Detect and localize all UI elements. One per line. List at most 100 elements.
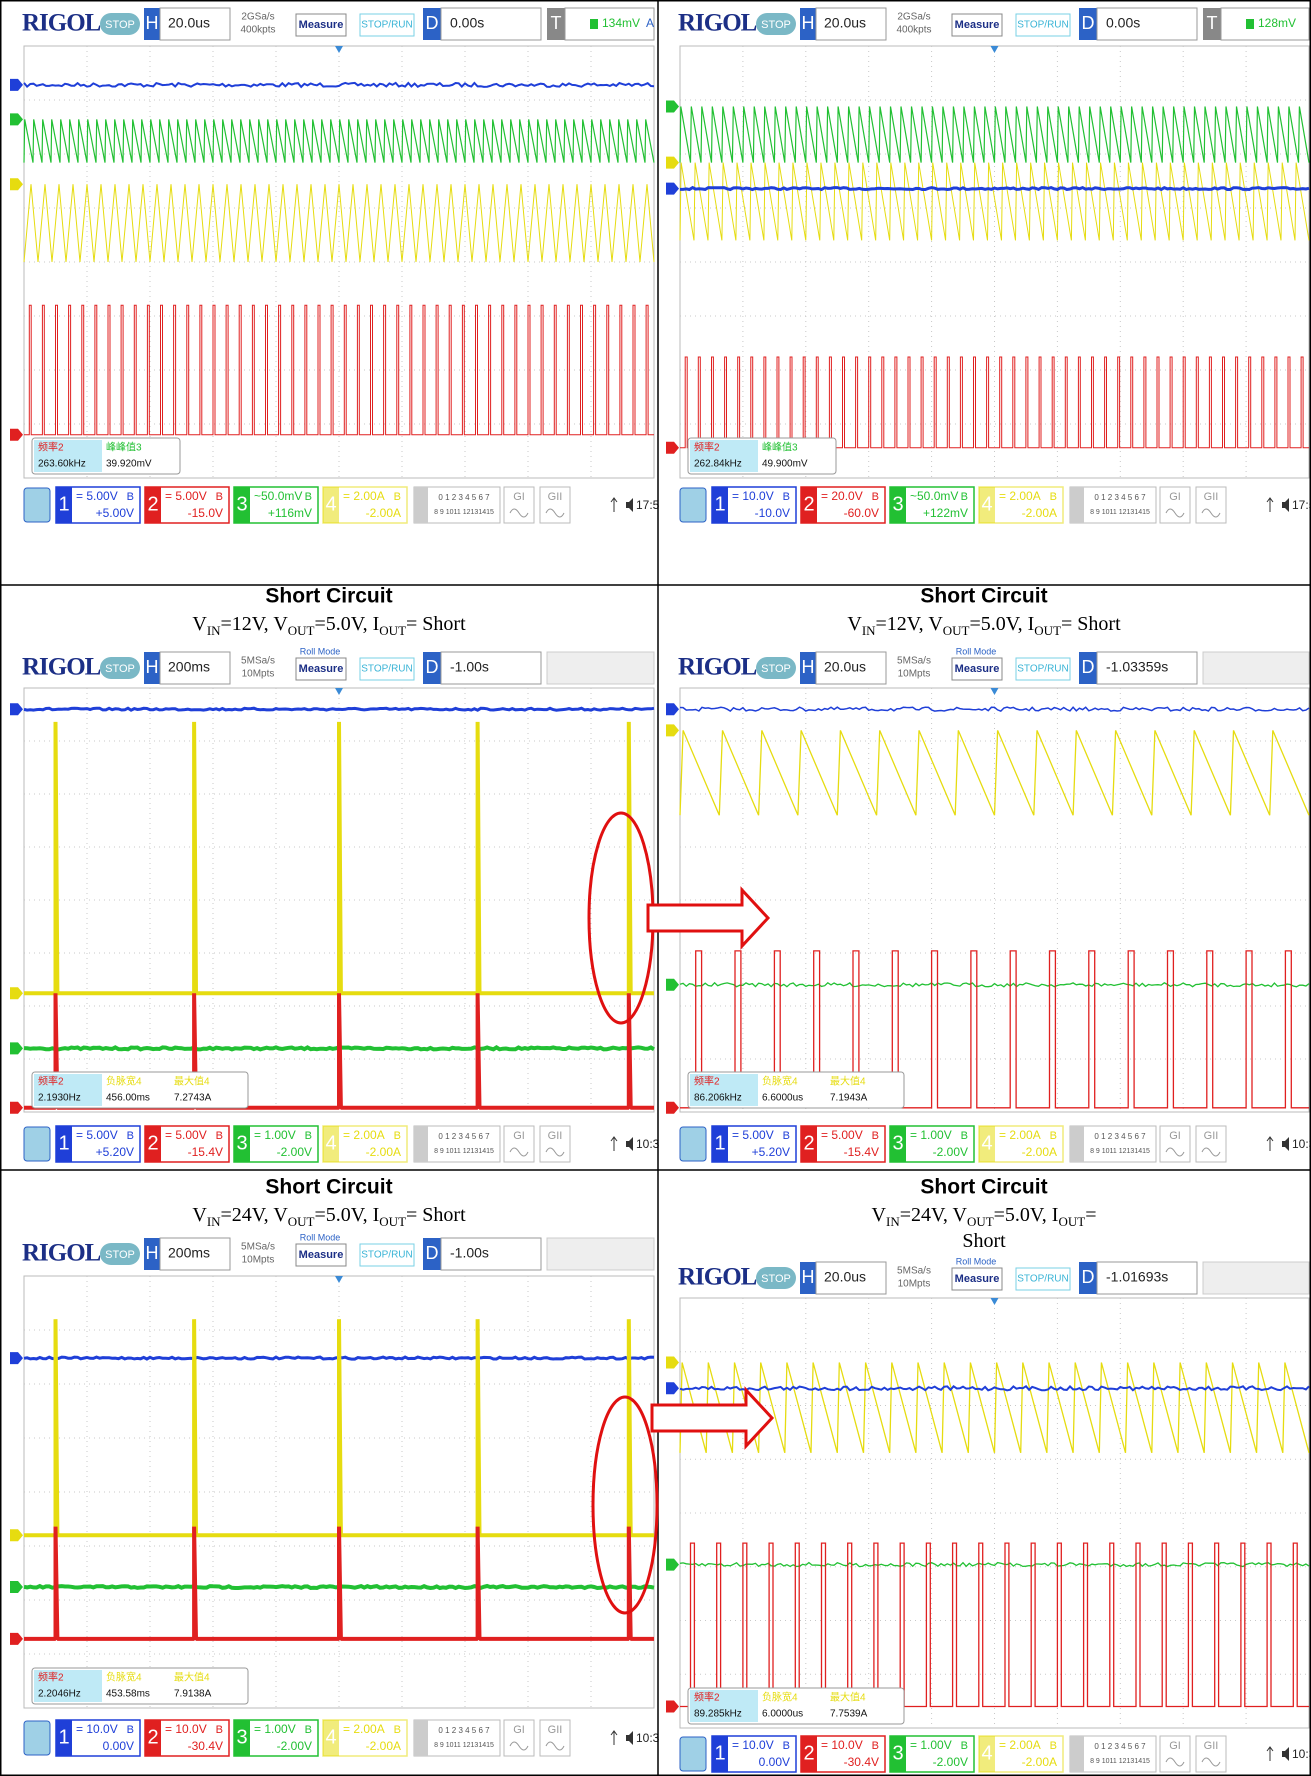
t-label: T	[551, 13, 562, 33]
bus-label: GI	[1169, 491, 1181, 503]
channel-marker	[10, 703, 23, 715]
channel-coupling: B	[961, 1740, 968, 1752]
test-condition: VIN=24V, VOUT=5.0V, IOUT=	[872, 1204, 1097, 1230]
channel-scale: = 2.00A	[999, 1128, 1041, 1142]
timebase: 200ms	[168, 659, 210, 675]
subscript: OUT	[379, 1214, 406, 1229]
channel-number: 1	[714, 493, 725, 515]
digital-badge	[414, 1720, 428, 1756]
channel-number: 3	[236, 493, 247, 515]
channel-scale: = 10.0V	[732, 489, 774, 503]
channel-marker	[10, 429, 23, 441]
bus-label: GI	[1169, 1130, 1181, 1142]
sample-rate: 5MSa/s	[241, 656, 275, 667]
bus-label: GI	[513, 1724, 525, 1736]
bus-label: GII	[548, 491, 563, 503]
channel-coupling: B	[216, 1130, 223, 1142]
channel-coupling: B	[1050, 1130, 1057, 1142]
run-button-label: STOP/RUN	[1017, 1274, 1069, 1285]
channel-scale: = 5.00V	[76, 489, 118, 503]
channel-offset: -60.0V	[844, 506, 879, 520]
channel-coupling: B	[961, 1130, 968, 1142]
channel-offset: +5.20V	[752, 1145, 790, 1159]
run-state: STOP	[105, 1249, 135, 1261]
channel-offset: +5.20V	[96, 1145, 134, 1159]
trigger-icon	[1246, 19, 1254, 29]
speaker-icon	[626, 498, 633, 512]
digital-channels: 0 1 2 3 4 5 6 7	[1094, 1132, 1146, 1141]
measure-button-label: Measure	[955, 663, 1000, 675]
clock: 10:3	[636, 1137, 660, 1151]
channel-number: 3	[236, 1726, 247, 1748]
condition-text: =24V, V	[900, 1204, 968, 1226]
channel-number: 4	[981, 1742, 992, 1764]
h-label: H	[146, 13, 159, 33]
measurement-value: 262.84kHz	[694, 459, 742, 470]
digital-badge	[414, 1126, 428, 1162]
t-label: T	[1207, 13, 1218, 33]
measurement-value: 263.60kHz	[38, 459, 86, 470]
bus-label: GII	[1204, 491, 1219, 503]
channel-scale: = 5.00V	[732, 1128, 774, 1142]
channel-offset: -2.00A	[366, 506, 401, 520]
channel-scale: = 1.00V	[910, 1128, 952, 1142]
run-state: STOP	[105, 19, 135, 31]
digital-channels: 8 9 1011 12131415	[1090, 509, 1150, 516]
measurement-value: 7.2743A	[174, 1093, 212, 1104]
digital-channels: 0 1 2 3 4 5 6 7	[438, 1726, 490, 1735]
channel-coupling: B	[961, 491, 968, 503]
channel-number: 4	[325, 493, 336, 515]
trigger-source: A	[646, 16, 654, 30]
measure-button-label: Measure	[955, 1273, 1000, 1285]
channel-coupling: B	[305, 1724, 312, 1736]
channel-marker	[10, 113, 23, 125]
channel-number: 2	[803, 1132, 814, 1154]
clock: 10:3	[1292, 1137, 1311, 1151]
measure-button-label: Measure	[955, 19, 1000, 31]
d-label: D	[1082, 657, 1095, 677]
panel-heading: Short Circuit	[920, 1176, 1047, 1199]
digital-channels: 8 9 1011 12131415	[434, 509, 494, 516]
measurement-label: 最大值4	[174, 1671, 210, 1684]
menu-icon	[24, 1127, 50, 1161]
channel-offset: 0.00V	[103, 1739, 134, 1753]
channel-number: 4	[325, 1132, 336, 1154]
clock: 17:5	[1292, 498, 1311, 512]
channel-number: 4	[325, 1726, 336, 1748]
condition-text: =5.0V, I	[969, 613, 1034, 635]
subscript: OUT	[288, 1214, 315, 1229]
channel-marker	[10, 79, 23, 91]
channel-offset: -30.4V	[844, 1755, 879, 1769]
subscript: OUT	[943, 623, 970, 638]
measure-button-label: Measure	[299, 663, 344, 675]
measurement-label: 最大值4	[174, 1075, 210, 1088]
brand: RIGOL	[22, 654, 101, 681]
measurement-value: 6.0000us	[762, 1709, 803, 1720]
waveform	[680, 188, 1309, 190]
condition-text: V	[192, 613, 207, 635]
run-button-label: STOP/RUN	[361, 664, 413, 675]
channel-offset: -2.00V	[933, 1755, 968, 1769]
d-label: D	[1082, 1267, 1095, 1287]
measurement-value: 39.920mV	[106, 459, 152, 470]
measurement-value: 7.7539A	[830, 1709, 868, 1720]
channel-offset: +5.00V	[96, 506, 134, 520]
subscript: IN	[207, 623, 221, 638]
channel-coupling: B	[394, 491, 401, 503]
channel-offset: -15.4V	[844, 1145, 879, 1159]
sample-rate: 5MSa/s	[241, 1242, 275, 1253]
trigger-icon	[590, 19, 598, 29]
channel-number: 3	[892, 1132, 903, 1154]
bus-label: GI	[1169, 1740, 1181, 1752]
digital-badge	[414, 487, 428, 523]
channel-offset: +122mV	[923, 506, 968, 520]
channel-offset: -10.0V	[755, 506, 790, 520]
channel-offset: -2.00A	[1022, 1145, 1057, 1159]
scope-capture	[4, 1234, 656, 1756]
acq-mode: Roll Mode	[956, 1256, 997, 1266]
run-state: STOP	[761, 1273, 791, 1285]
measurement-value: 456.00ms	[106, 1093, 150, 1104]
channel-offset: -2.00A	[1022, 1755, 1057, 1769]
delay: 0.00s	[1106, 15, 1140, 31]
scope-capture	[660, 4, 1311, 523]
